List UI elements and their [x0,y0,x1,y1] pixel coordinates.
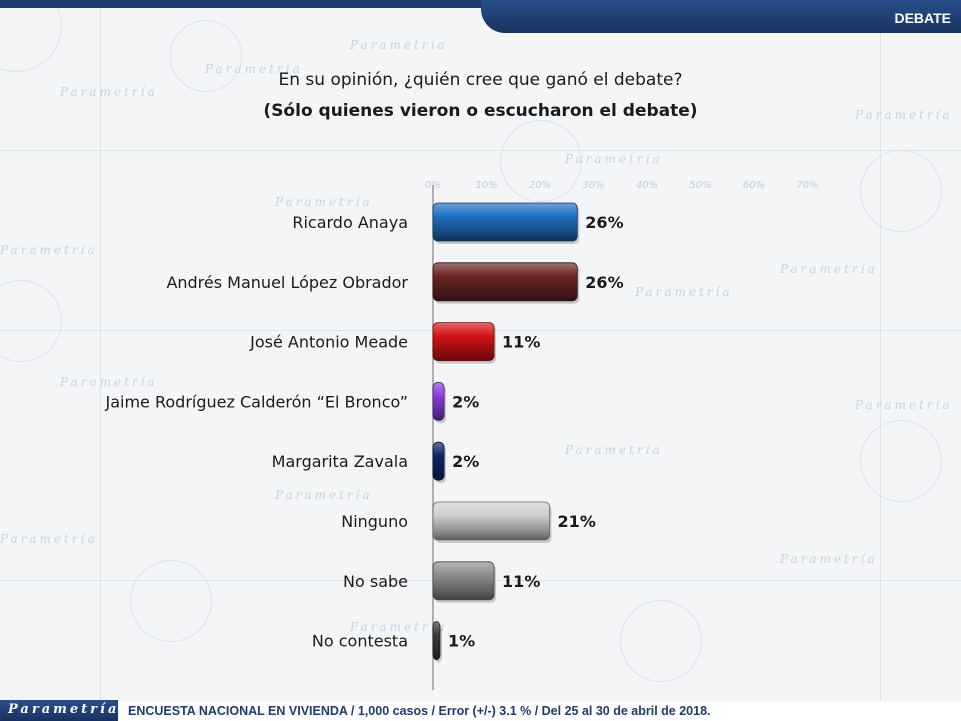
watermark-brand: Parametría [635,285,733,299]
category-label: José Antonio Meade [249,333,408,352]
bar [432,561,495,601]
category-label: Ninguno [341,512,408,531]
value-label: 2% [452,392,479,411]
bar [432,621,441,660]
category-label: Margarita Zavala [272,452,408,471]
x-tick-label: 20% [529,180,551,191]
bar [432,202,578,242]
watermark-brand: Parametría [0,532,98,546]
footer-bar [0,701,961,721]
footer-logo: Parametría [8,702,120,717]
bar [432,501,550,541]
watermark-brand: Parametría [855,398,953,412]
category-labels: Ricardo Anaya Andrés Manuel López Obrador… [104,213,408,651]
watermark-brand: Parametría [350,38,448,52]
bar [432,381,445,421]
watermark-brand: Parametría [855,108,953,122]
value-label: 1% [448,632,475,651]
value-label: 21% [558,512,596,531]
watermark-brand: Parametría [780,262,878,276]
watermark-brand: Parametría [60,85,158,99]
bars [432,185,580,690]
x-tick-label: 10% [475,180,497,191]
question-title: En su opinión, ¿quién cree que ganó el d… [278,70,683,90]
value-label: 26% [585,273,623,292]
value-label: 26% [585,213,623,232]
value-label: 2% [452,452,479,471]
x-tick-label: 40% [636,180,658,191]
x-tick-label: 70% [796,180,818,191]
footer-note: ENCUESTA NACIONAL EN VIVIENDA / 1,000 ca… [128,704,711,718]
watermark-brand: Parametría [205,62,303,76]
x-tick-label: 50% [689,180,711,191]
footer-logo-box [0,700,118,721]
x-axis-ticks: 0%10%20%30%40%50%60%70% [425,180,819,191]
bar [432,262,578,302]
category-label: Andrés Manuel López Obrador [166,273,408,292]
bar [432,441,445,481]
bar [432,322,495,362]
top-bar [0,0,961,8]
bar-chart: 0%10%20%30%40%50%60%70% Ricardo AnayaAnd… [104,180,819,690]
watermark-brand: Parametría [275,195,373,209]
watermark-brand: Parametría [565,152,663,166]
x-tick-label: 30% [582,180,604,191]
x-tick-label: 60% [743,180,765,191]
watermark-brand: Parametría [565,443,663,457]
watermark-brand: Parametría [0,243,98,257]
category-label: Jaime Rodríguez Calderón “El Bronco” [104,392,408,411]
watermark-brand: Parametría [350,620,448,634]
watermark-brand: Parametría [275,488,373,502]
section-tag: DEBATE [894,10,951,26]
category-label: Ricardo Anaya [292,213,408,232]
category-label: No sabe [343,572,408,591]
section-tab: DEBATE [481,0,961,33]
value-label: 11% [502,333,540,352]
value-label: 11% [502,572,540,591]
watermark-brand: Parametría [780,552,878,566]
watermark-brand: Parametría [60,375,158,389]
question-subtitle: (Sólo quienes vieron o escucharon el deb… [263,101,698,121]
value-labels: 26% 26% 11% 2% 2% 21% 11% 1% [448,213,624,651]
category-label: No contesta [312,632,408,651]
